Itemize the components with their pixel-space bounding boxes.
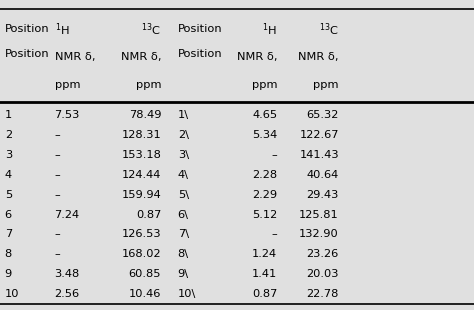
Text: 7: 7 xyxy=(5,229,12,239)
Text: ppm: ppm xyxy=(55,80,80,90)
Text: 40.64: 40.64 xyxy=(307,170,339,180)
Text: 1.24: 1.24 xyxy=(252,249,277,259)
Text: NMR δ,: NMR δ, xyxy=(121,52,161,62)
Text: –: – xyxy=(55,249,60,259)
Text: $^{1}$H: $^{1}$H xyxy=(55,21,69,38)
Text: 5\: 5\ xyxy=(178,190,189,200)
Text: 2: 2 xyxy=(5,130,12,140)
Text: 126.53: 126.53 xyxy=(121,229,161,239)
Text: 2.56: 2.56 xyxy=(55,289,80,299)
Text: –: – xyxy=(272,229,277,239)
Text: 9: 9 xyxy=(5,269,12,279)
Text: 1: 1 xyxy=(5,110,12,120)
Text: 122.67: 122.67 xyxy=(300,130,339,140)
Text: 5: 5 xyxy=(5,190,12,200)
Text: NMR δ,: NMR δ, xyxy=(299,52,339,62)
Text: 65.32: 65.32 xyxy=(307,110,339,120)
Text: 159.94: 159.94 xyxy=(121,190,161,200)
Text: 1\: 1\ xyxy=(178,110,189,120)
Text: 2.28: 2.28 xyxy=(252,170,277,180)
Text: Position: Position xyxy=(5,49,49,59)
Text: 4: 4 xyxy=(5,170,12,180)
Text: 6: 6 xyxy=(5,210,12,219)
Text: 10\: 10\ xyxy=(178,289,196,299)
Text: $^{13}$C: $^{13}$C xyxy=(319,21,339,38)
Text: 153.18: 153.18 xyxy=(121,150,161,160)
Text: 60.85: 60.85 xyxy=(128,269,161,279)
Text: NMR δ,: NMR δ, xyxy=(55,52,95,62)
Text: 6\: 6\ xyxy=(178,210,189,219)
Text: 132.90: 132.90 xyxy=(299,229,339,239)
Text: 4.65: 4.65 xyxy=(252,110,277,120)
Text: 0.87: 0.87 xyxy=(136,210,161,219)
Text: 2.29: 2.29 xyxy=(252,190,277,200)
Text: ppm: ppm xyxy=(252,80,277,90)
Text: –: – xyxy=(55,229,60,239)
Text: 8: 8 xyxy=(5,249,12,259)
Text: 124.44: 124.44 xyxy=(122,170,161,180)
Text: 5.12: 5.12 xyxy=(252,210,277,219)
Text: Position: Position xyxy=(178,24,222,34)
Text: 78.49: 78.49 xyxy=(128,110,161,120)
Text: 125.81: 125.81 xyxy=(299,210,339,219)
Text: –: – xyxy=(55,150,60,160)
Text: 141.43: 141.43 xyxy=(299,150,339,160)
Text: 0.87: 0.87 xyxy=(252,289,277,299)
Text: $^{13}$C: $^{13}$C xyxy=(141,21,161,38)
Text: ppm: ppm xyxy=(313,80,339,90)
Text: 10: 10 xyxy=(5,289,19,299)
Text: –: – xyxy=(55,170,60,180)
Text: NMR δ,: NMR δ, xyxy=(237,52,277,62)
Text: 4\: 4\ xyxy=(178,170,189,180)
Text: 3: 3 xyxy=(5,150,12,160)
Text: 22.78: 22.78 xyxy=(307,289,339,299)
Text: –: – xyxy=(55,190,60,200)
Text: 168.02: 168.02 xyxy=(121,249,161,259)
Text: 7.53: 7.53 xyxy=(55,110,80,120)
Text: 20.03: 20.03 xyxy=(306,269,339,279)
Text: Position: Position xyxy=(5,24,49,34)
Text: 7\: 7\ xyxy=(178,229,189,239)
Text: 7.24: 7.24 xyxy=(55,210,80,219)
Text: 9\: 9\ xyxy=(178,269,189,279)
Text: 2\: 2\ xyxy=(178,130,189,140)
Text: 5.34: 5.34 xyxy=(252,130,277,140)
Text: 3.48: 3.48 xyxy=(55,269,80,279)
Text: 8\: 8\ xyxy=(178,249,189,259)
Text: ppm: ppm xyxy=(136,80,161,90)
Text: 10.46: 10.46 xyxy=(129,289,161,299)
Text: 1.41: 1.41 xyxy=(252,269,277,279)
Text: Position: Position xyxy=(178,49,222,59)
Text: –: – xyxy=(55,130,60,140)
Text: 3\: 3\ xyxy=(178,150,189,160)
Text: 128.31: 128.31 xyxy=(121,130,161,140)
Text: –: – xyxy=(272,150,277,160)
Text: $^{1}$H: $^{1}$H xyxy=(263,21,277,38)
Text: 23.26: 23.26 xyxy=(307,249,339,259)
Text: 29.43: 29.43 xyxy=(307,190,339,200)
